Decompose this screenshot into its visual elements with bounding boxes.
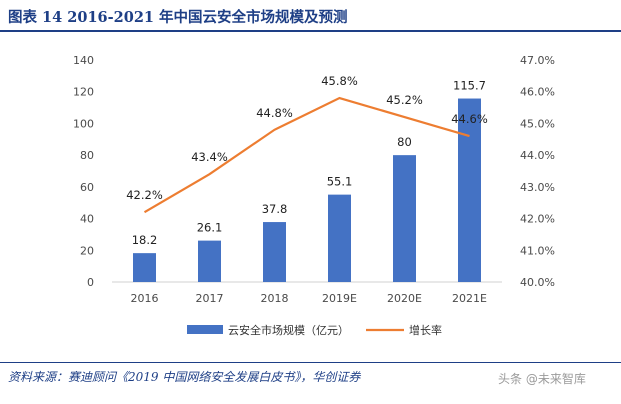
growth-value-label: 45.2% [386, 93, 423, 107]
y-right-tick-label: 45.0% [520, 117, 555, 130]
y-right-tick-label: 40.0% [520, 276, 555, 289]
y-right-tick-label: 41.0% [520, 244, 555, 257]
y-right-tick-label: 44.0% [520, 149, 555, 162]
y-right-tick-label: 42.0% [520, 213, 555, 226]
bar-value-label: 26.1 [197, 221, 223, 235]
x-tick-label: 2019E [322, 292, 357, 305]
y-left-tick-label: 120 [73, 86, 94, 99]
bar [263, 222, 286, 282]
bar-value-label: 115.7 [453, 79, 486, 93]
y-right-tick-label: 46.0% [520, 86, 555, 99]
bar-value-label: 55.1 [327, 175, 353, 189]
growth-line [143, 96, 470, 214]
figure-title: 图表 14 2016-2021 年中国云安全市场规模及预测 [8, 9, 348, 26]
y-left-tick-label: 140 [73, 54, 94, 67]
bar [328, 194, 351, 282]
legend-bar-label: 云安全市场规模（亿元） [228, 323, 349, 337]
source-note: 资料来源：赛迪顾问《2019 中国网络安全发展白皮书》，华创证券 [8, 370, 361, 384]
x-tick-label: 2020E [387, 292, 422, 305]
title-divider [0, 30, 621, 32]
bar [133, 253, 156, 282]
bar [198, 240, 221, 282]
x-tick-label: 2016 [131, 292, 159, 305]
y-left-tick-label: 40 [80, 213, 94, 226]
x-tick-label: 2018 [261, 292, 289, 305]
y-right-tick-label: 43.0% [520, 181, 555, 194]
y-left-tick-label: 100 [73, 117, 94, 130]
y-left-tick-label: 60 [80, 181, 94, 194]
bar [393, 155, 416, 282]
growth-value-label: 45.8% [321, 74, 358, 88]
bar-value-label: 18.2 [132, 233, 158, 247]
growth-value-label: 44.6% [451, 112, 488, 126]
y-left-tick-label: 80 [80, 149, 94, 162]
bar-value-label: 80 [397, 135, 412, 149]
legend-bar-swatch [187, 325, 223, 334]
source-divider [0, 362, 621, 363]
growth-value-label: 44.8% [256, 106, 293, 120]
watermark: 头条 @未来智库 [498, 372, 586, 386]
bar-value-label: 37.8 [262, 202, 288, 216]
legend-line-label: 增长率 [409, 323, 442, 337]
chart-panel: 0 20 40 60 80 100 120 140 40.0% 41.0% 42.0% 43.0% 44… [12, 38, 609, 358]
y-left-tick-label: 0 [87, 276, 94, 289]
growth-value-label: 42.2% [126, 188, 163, 202]
chart-svg: 0 20 40 60 80 100 120 140 40.0% 41.0% 42.0% 43.0% 44… [73, 54, 555, 337]
x-tick-label: 2021E [452, 292, 487, 305]
bar [458, 98, 481, 282]
growth-value-label: 43.4% [191, 150, 228, 164]
x-tick-label: 2017 [196, 292, 224, 305]
y-left-tick-label: 20 [80, 244, 94, 257]
y-right-tick-label: 47.0% [520, 54, 555, 67]
